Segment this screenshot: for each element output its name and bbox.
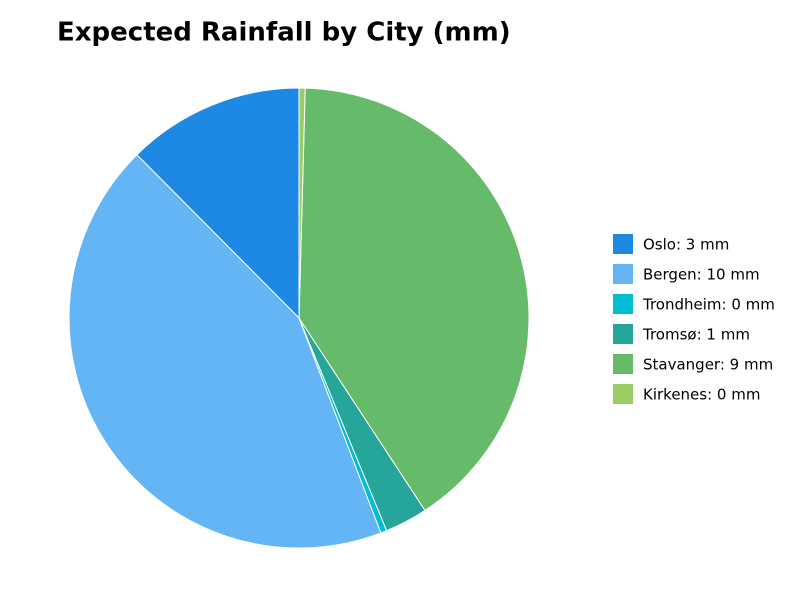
- legend-swatch: [613, 354, 633, 374]
- legend-label: Stavanger: 9 mm: [643, 356, 773, 374]
- pie-slice: [68, 154, 382, 549]
- legend-swatch: [613, 324, 633, 344]
- legend-label: Bergen: 10 mm: [643, 266, 760, 284]
- pie-slice: [298, 87, 306, 319]
- chart-title: Expected Rainfall by City (mm): [57, 18, 511, 48]
- legend-label: Tromsø: 1 mm: [642, 326, 750, 344]
- legend-swatch: [613, 264, 633, 284]
- legend-label: Trondheim: 0 mm: [642, 296, 775, 314]
- legend-label: Kirkenes: 0 mm: [643, 386, 760, 404]
- pie-slice: [136, 87, 300, 320]
- legend-swatch: [613, 294, 633, 314]
- pie-slice: [298, 87, 530, 512]
- legend-label: Oslo: 3 mm: [643, 236, 729, 254]
- legend-swatch: [613, 384, 633, 404]
- legend-swatch: [613, 234, 633, 254]
